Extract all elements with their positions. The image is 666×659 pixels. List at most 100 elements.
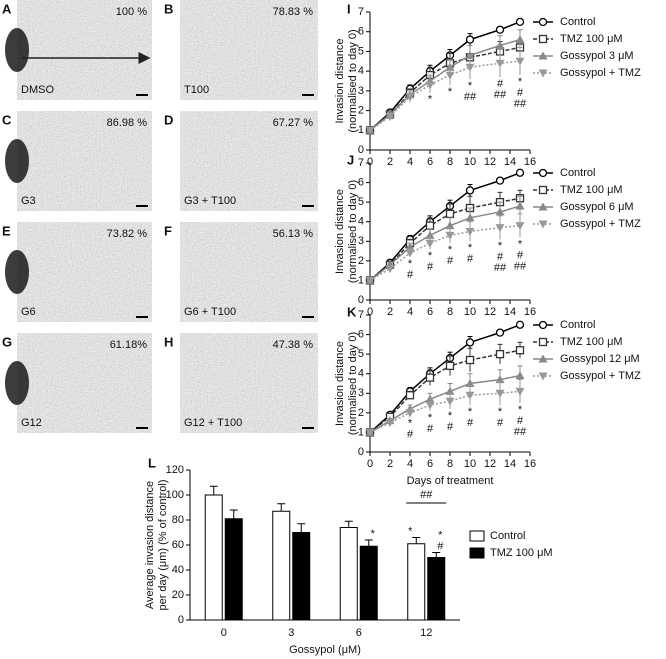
marker <box>445 231 455 240</box>
significance-label: * <box>498 406 503 418</box>
legend-label: Gossypol + TMZ <box>560 67 641 79</box>
y-tick-label: 7 <box>358 6 364 18</box>
micrograph <box>17 0 152 100</box>
marker <box>385 419 395 428</box>
legend-label: Gossypol + TMZ <box>560 370 641 382</box>
y-tick-label: 6 <box>358 176 364 188</box>
x-tick-label: 0 <box>367 306 373 318</box>
significance-label: * <box>448 86 453 98</box>
panel-letter: F <box>164 223 172 238</box>
bar <box>427 557 446 621</box>
panel-letter: J <box>347 152 354 167</box>
marker <box>465 391 475 400</box>
marker <box>445 397 455 406</box>
spheroid <box>5 361 29 405</box>
significance-label: * <box>468 80 473 92</box>
marker <box>385 265 395 274</box>
condition-label: G12 <box>21 417 42 429</box>
panel-letter: L <box>148 455 156 470</box>
series-line <box>369 205 521 282</box>
marker <box>538 69 548 78</box>
y-tick-label: 0 <box>358 144 364 156</box>
significance-label: * <box>448 244 453 256</box>
x-tick-label: 2 <box>387 458 393 470</box>
x-tick-label: 10 <box>464 458 476 470</box>
marker <box>515 201 525 210</box>
micrograph <box>180 111 318 211</box>
y-tick-label: 0 <box>178 614 184 626</box>
marker <box>495 25 505 34</box>
y-tick-label: 2 <box>358 255 364 267</box>
x-tick-label: 6 <box>427 156 433 168</box>
significance-label: * <box>428 94 433 106</box>
significance-label: * <box>498 240 503 252</box>
x-axis-label: Days of treatment <box>407 475 494 487</box>
significance-label: * <box>468 242 473 254</box>
spheroid <box>5 250 29 294</box>
x-tick-label: 2 <box>387 156 393 168</box>
condition-label: G6 + T100 <box>184 306 236 318</box>
significance-label: # <box>447 421 454 433</box>
marker <box>495 176 505 185</box>
bar <box>204 494 223 621</box>
marker <box>465 213 475 222</box>
y-tick-label: 4 <box>358 368 364 380</box>
y-tick-label: 20 <box>172 589 184 601</box>
marker <box>445 361 455 371</box>
bar <box>339 527 358 621</box>
marker <box>515 346 525 355</box>
panel-letter: B <box>164 1 173 16</box>
x-tick-label: 16 <box>524 156 536 168</box>
panel-letter: A <box>2 1 12 16</box>
marker <box>465 355 475 365</box>
significance-label: ## <box>464 91 477 103</box>
marker <box>538 185 548 195</box>
legend-label: Control <box>560 16 595 28</box>
y-axis-label: Invasion distance <box>334 341 346 426</box>
y-tick-label: 7 <box>358 157 364 169</box>
marker <box>465 63 475 72</box>
y-tick-label: 120 <box>166 464 184 476</box>
marker <box>405 409 415 418</box>
significance-label: # <box>517 87 524 99</box>
x-tick-label: 8 <box>447 306 453 318</box>
x-tick-label: 4 <box>407 156 413 168</box>
micrograph <box>17 111 152 211</box>
marker <box>495 328 505 337</box>
significance-label: * <box>468 406 473 418</box>
marker <box>538 372 548 381</box>
legend-label: Control <box>560 319 595 331</box>
condition-label: G12 + T100 <box>184 417 242 429</box>
marker <box>495 349 505 359</box>
significance-label: * <box>408 525 413 537</box>
marker <box>405 249 415 258</box>
panel-letter: G <box>2 334 12 349</box>
y-tick-label: 3 <box>358 85 364 97</box>
marker <box>515 17 525 27</box>
x-tick-label: 6 <box>427 458 433 470</box>
condition-label: G3 <box>21 195 36 207</box>
legend-label: Gossypol 6 μM <box>560 201 634 213</box>
significance-label: # <box>427 261 434 273</box>
marker <box>445 71 455 80</box>
significance-label: ## <box>514 260 527 272</box>
x-tick-label: 0 <box>367 458 373 470</box>
marker <box>495 41 505 50</box>
marker <box>425 401 435 410</box>
marker <box>515 35 525 44</box>
y-axis-label: Average invasion distance <box>144 481 156 609</box>
marker <box>538 168 548 178</box>
x-tick-label: 12 <box>484 156 496 168</box>
y-tick-label: 60 <box>172 539 184 551</box>
legend-label: TMZ 100 μM <box>560 336 623 348</box>
panel-letter: I <box>347 1 351 16</box>
bracket-label: ## <box>420 489 433 501</box>
marker <box>425 81 435 90</box>
marker <box>538 202 548 211</box>
x-tick-label: 4 <box>407 306 413 318</box>
micrograph <box>180 0 318 100</box>
y-axis-label: (normalised to day 0) <box>347 180 359 283</box>
significance-label: * <box>448 410 453 422</box>
marker <box>495 207 505 216</box>
x-tick-label: 0 <box>367 156 373 168</box>
